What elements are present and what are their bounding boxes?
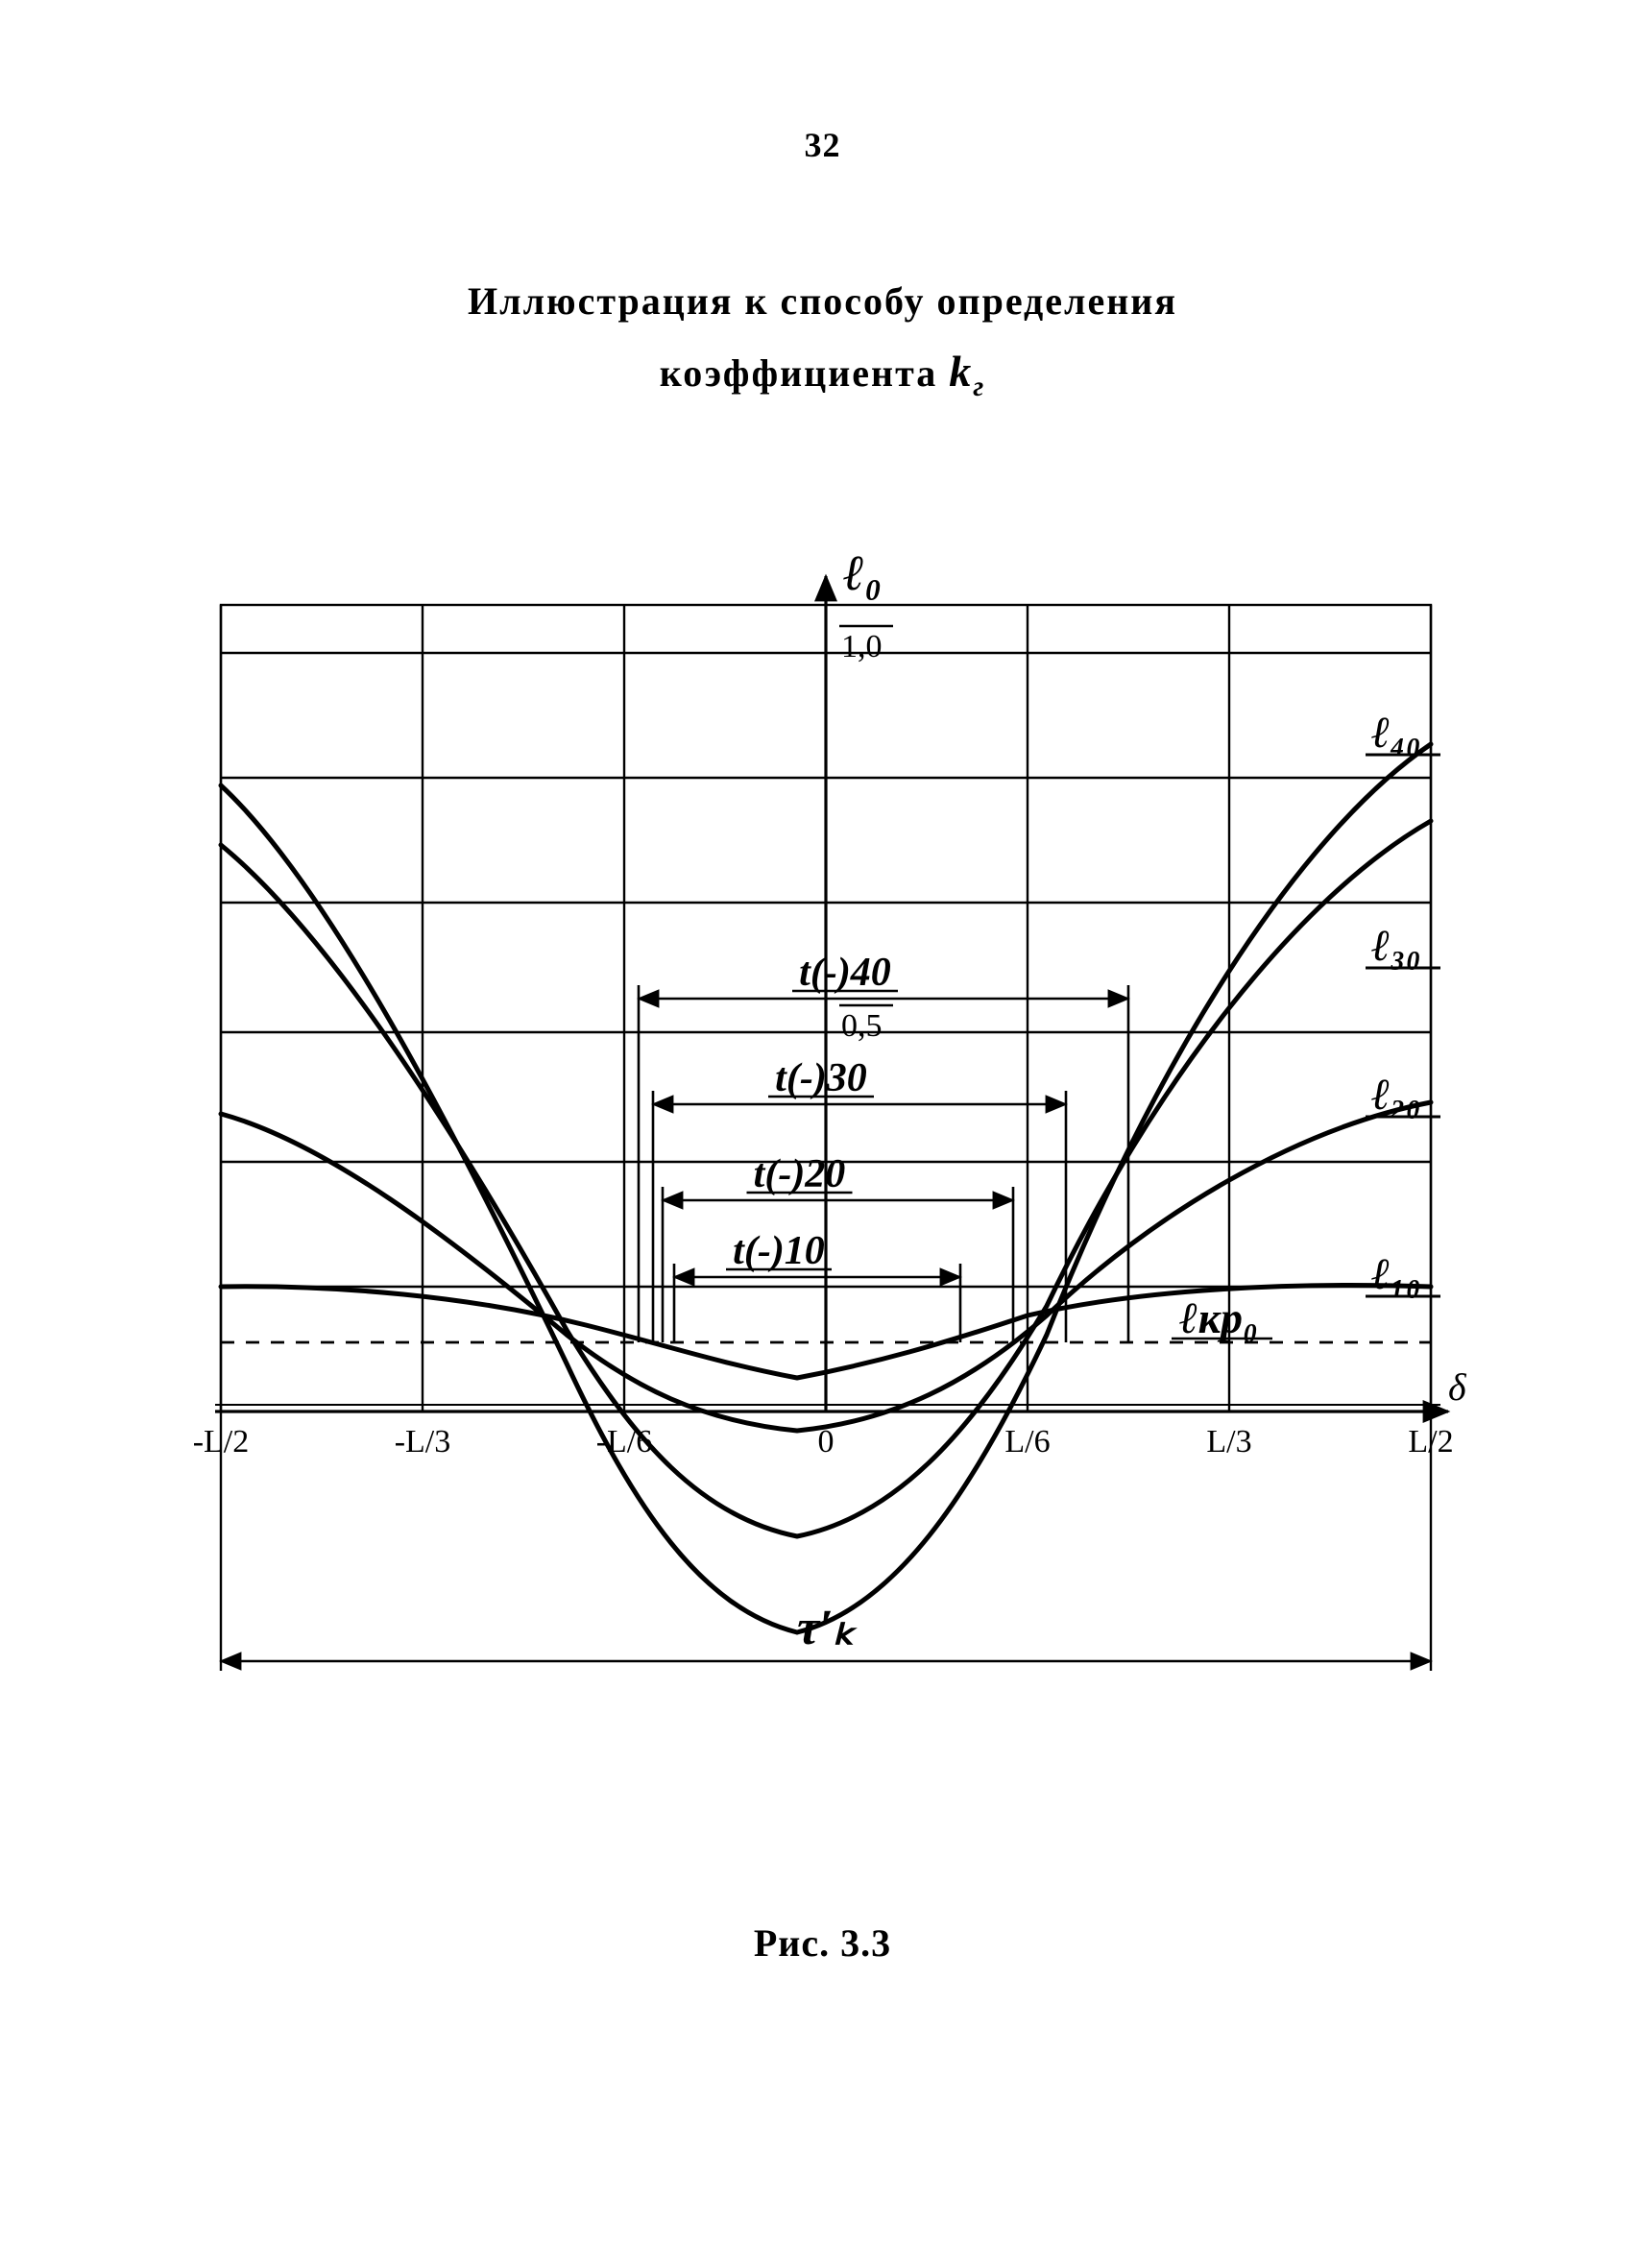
chart-svg: ℓ₀1,00,5-L/2-L/3-L/60L/6L/3L/2δℓкр₀ℓ₁₀ℓ₂… bbox=[182, 528, 1469, 1776]
curve-label-l40: ℓ₄₀ bbox=[1371, 708, 1421, 757]
x-axis-end-label: δ bbox=[1448, 1365, 1467, 1409]
t-interval-label-t20: t(-)20 bbox=[754, 1152, 846, 1196]
y-tick-label: 0,5 bbox=[841, 1008, 883, 1044]
x-tick-label: -L/3 bbox=[395, 1424, 451, 1460]
y-axis-label: ℓ₀ bbox=[843, 546, 882, 601]
t-interval-label-t40: t(-)40 bbox=[799, 951, 891, 995]
t-interval-label-t30: t(-)30 bbox=[775, 1056, 867, 1100]
chart: ℓ₀1,00,5-L/2-L/3-L/60L/6L/3L/2δℓкр₀ℓ₁₀ℓ₂… bbox=[182, 528, 1469, 1776]
tau-k-label: τ′ₖ bbox=[797, 1601, 859, 1655]
title-line-1: Иллюстрация к способу определения bbox=[0, 269, 1645, 334]
t-interval-label-t10: t(-)10 bbox=[733, 1229, 825, 1273]
l-kr-label: ℓкр₀ bbox=[1179, 1293, 1258, 1342]
page-number: 32 bbox=[0, 125, 1645, 165]
curve-label-l20: ℓ₂₀ bbox=[1371, 1070, 1421, 1119]
figure-caption: Рис. 3.3 bbox=[0, 1920, 1645, 1966]
y-axis-arrow bbox=[816, 576, 835, 597]
page: 32 Иллюстрация к способу определения коэ… bbox=[0, 0, 1645, 2268]
y-tick-label: 1,0 bbox=[841, 629, 883, 664]
curve-label-l10: ℓ₁₀ bbox=[1371, 1249, 1421, 1298]
x-tick-label: L/6 bbox=[1004, 1424, 1050, 1460]
title-line-2: коэффициента kг bbox=[0, 334, 1645, 412]
curve-label-l30: ℓ₃₀ bbox=[1371, 921, 1421, 970]
figure-title: Иллюстрация к способу определения коэффи… bbox=[0, 269, 1645, 412]
x-tick-label: L/3 bbox=[1206, 1424, 1251, 1460]
